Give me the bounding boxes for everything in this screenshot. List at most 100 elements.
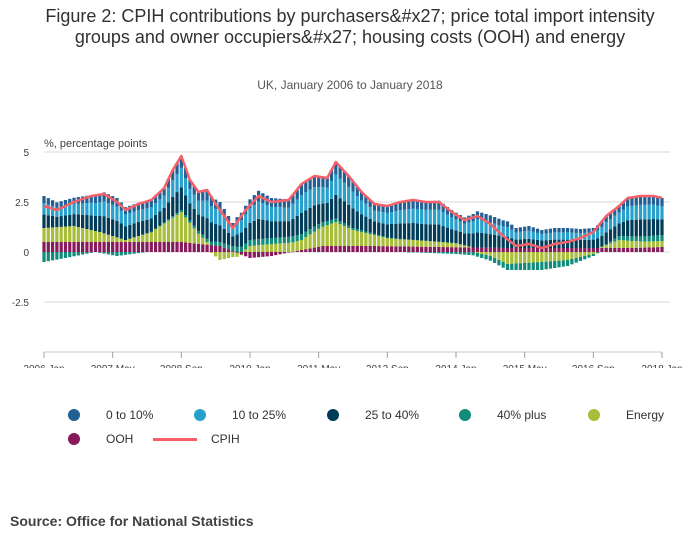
bar-segment-g0to10 <box>132 204 136 212</box>
bar-segment-g40plus <box>123 252 128 255</box>
bar-segment-ooh <box>604 248 608 252</box>
bar-segment-energy <box>570 252 574 259</box>
bar-segment-ooh <box>76 242 80 252</box>
bar-segment-g40plus <box>359 230 364 232</box>
bar-segment-g40plus <box>497 260 501 266</box>
bar-segment-g25to40 <box>372 221 377 234</box>
bar-segment-ooh <box>184 242 188 252</box>
legend-item-25-to-40[interactable]: 25 to 40% <box>327 408 419 422</box>
bar-segment-g25to40 <box>471 233 475 248</box>
bar-segment-g25to40 <box>256 218 261 240</box>
bar-segment-g25to40 <box>364 216 368 232</box>
bar-segment-energy <box>244 249 248 252</box>
bar-segment-g0to10 <box>145 201 149 209</box>
bar-segment-ooh <box>192 243 196 252</box>
bar-segment-g25to40 <box>591 239 595 248</box>
bar-segment-ooh <box>188 242 192 252</box>
bar-segment-energy <box>188 222 192 243</box>
bar-segment-energy <box>248 246 252 252</box>
bar-segment-g25to40 <box>634 219 638 237</box>
bar-segment-g40plus <box>89 252 93 253</box>
bar-segment-ooh <box>141 242 145 252</box>
legend-label-ooh: OOH <box>106 432 134 446</box>
bar-segment-g25to40 <box>583 239 587 248</box>
bar-segment-energy <box>145 233 149 242</box>
bar-segment-ooh <box>111 242 115 252</box>
bar-segment-g10to25 <box>317 187 321 205</box>
legend-item-10-to-25[interactable]: 10 to 25% <box>194 408 286 422</box>
bar-segment-g0to10 <box>450 210 454 218</box>
bar-segment-g10to25 <box>145 208 149 220</box>
bar-segment-g25to40 <box>132 223 136 238</box>
bar-segment-g40plus <box>638 236 643 242</box>
bar-segment-g40plus <box>544 261 548 270</box>
bar-segment-g0to10 <box>660 198 664 207</box>
bar-segment-g10to25 <box>381 212 385 224</box>
bar-segment-g10to25 <box>587 232 591 240</box>
bar-segment-g40plus <box>119 252 123 256</box>
bar-segment-g40plus <box>158 225 162 227</box>
bar-segment-ooh <box>445 247 450 252</box>
bar-segment-energy <box>626 240 630 248</box>
x-tick-label: 2008 Sep <box>160 364 203 368</box>
bar-segment-g0to10 <box>351 181 355 192</box>
bar-segment-energy <box>617 240 621 248</box>
bar-segment-ooh <box>596 248 600 252</box>
bar-segment-g10to25 <box>184 178 188 196</box>
bar-segment-g0to10 <box>102 192 106 202</box>
legend-item-cpih[interactable]: CPIH <box>153 432 240 446</box>
legend-item-40-plus[interactable]: 40% plus <box>459 408 546 422</box>
bar-segment-g10to25 <box>149 206 153 219</box>
legend-item-0-to-10[interactable]: 0 to 10% <box>68 408 153 422</box>
bar-segment-g10to25 <box>128 212 132 225</box>
bar-segment-energy <box>132 237 136 242</box>
bar-segment-g0to10 <box>647 196 651 205</box>
bar-segment-g40plus <box>209 241 213 246</box>
bar-segment-energy <box>141 234 145 242</box>
bar-segment-ooh <box>471 247 475 252</box>
bar-segment-g10to25 <box>553 232 557 240</box>
x-tick-label: 2010 Jan <box>229 364 270 368</box>
bar-segment-g40plus <box>42 252 46 262</box>
bar-segment-g10to25 <box>136 210 141 223</box>
bar-segment-ooh <box>55 242 59 252</box>
bar-segment-g0to10 <box>179 156 183 168</box>
bar-segment-ooh <box>252 252 256 258</box>
bar-segment-g10to25 <box>334 174 338 195</box>
bar-segment-g25to40 <box>381 223 385 237</box>
bar-segment-g25to40 <box>171 196 175 217</box>
legend-item-ooh[interactable]: OOH <box>68 432 133 446</box>
bar-segment-g40plus <box>244 243 248 250</box>
bar-segment-ooh <box>415 246 419 252</box>
bar-segment-g25to40 <box>355 211 359 230</box>
bar-segment-g40plus <box>239 246 244 252</box>
bar-segment-g40plus <box>192 225 196 229</box>
bar-segment-g0to10 <box>55 202 59 208</box>
bar-segment-g0to10 <box>583 228 587 233</box>
legend-swatch-10-to-25 <box>194 409 206 421</box>
bar-segment-g0to10 <box>656 197 660 206</box>
bar-segment-g40plus <box>643 236 647 242</box>
bar-segment-g10to25 <box>158 199 162 212</box>
bar-segment-ooh <box>420 246 424 252</box>
bar-segment-g10to25 <box>454 219 458 231</box>
bar-segment-g10to25 <box>89 202 93 216</box>
bar-segment-g10to25 <box>295 199 299 216</box>
bar-segment-g0to10 <box>299 184 304 195</box>
bar-segment-g10to25 <box>59 206 63 217</box>
bar-segment-ooh <box>282 252 286 254</box>
bar-segment-g10to25 <box>261 203 265 220</box>
bar-segment-g25to40 <box>175 192 179 214</box>
bar-segment-energy <box>596 252 600 253</box>
bar-segment-ooh <box>608 248 613 252</box>
bar-segment-ooh <box>274 252 278 256</box>
legend-item-energy[interactable]: Energy <box>588 408 664 422</box>
bar-segment-energy <box>171 217 175 242</box>
bar-segment-g25to40 <box>304 210 308 232</box>
bar-segment-energy <box>111 236 115 242</box>
bar-segment-g10to25 <box>634 205 638 220</box>
bar-segment-ooh <box>548 248 553 252</box>
bar-segment-g0to10 <box>488 215 492 223</box>
bar-segment-ooh <box>501 247 505 252</box>
bar-segment-energy <box>128 238 132 242</box>
